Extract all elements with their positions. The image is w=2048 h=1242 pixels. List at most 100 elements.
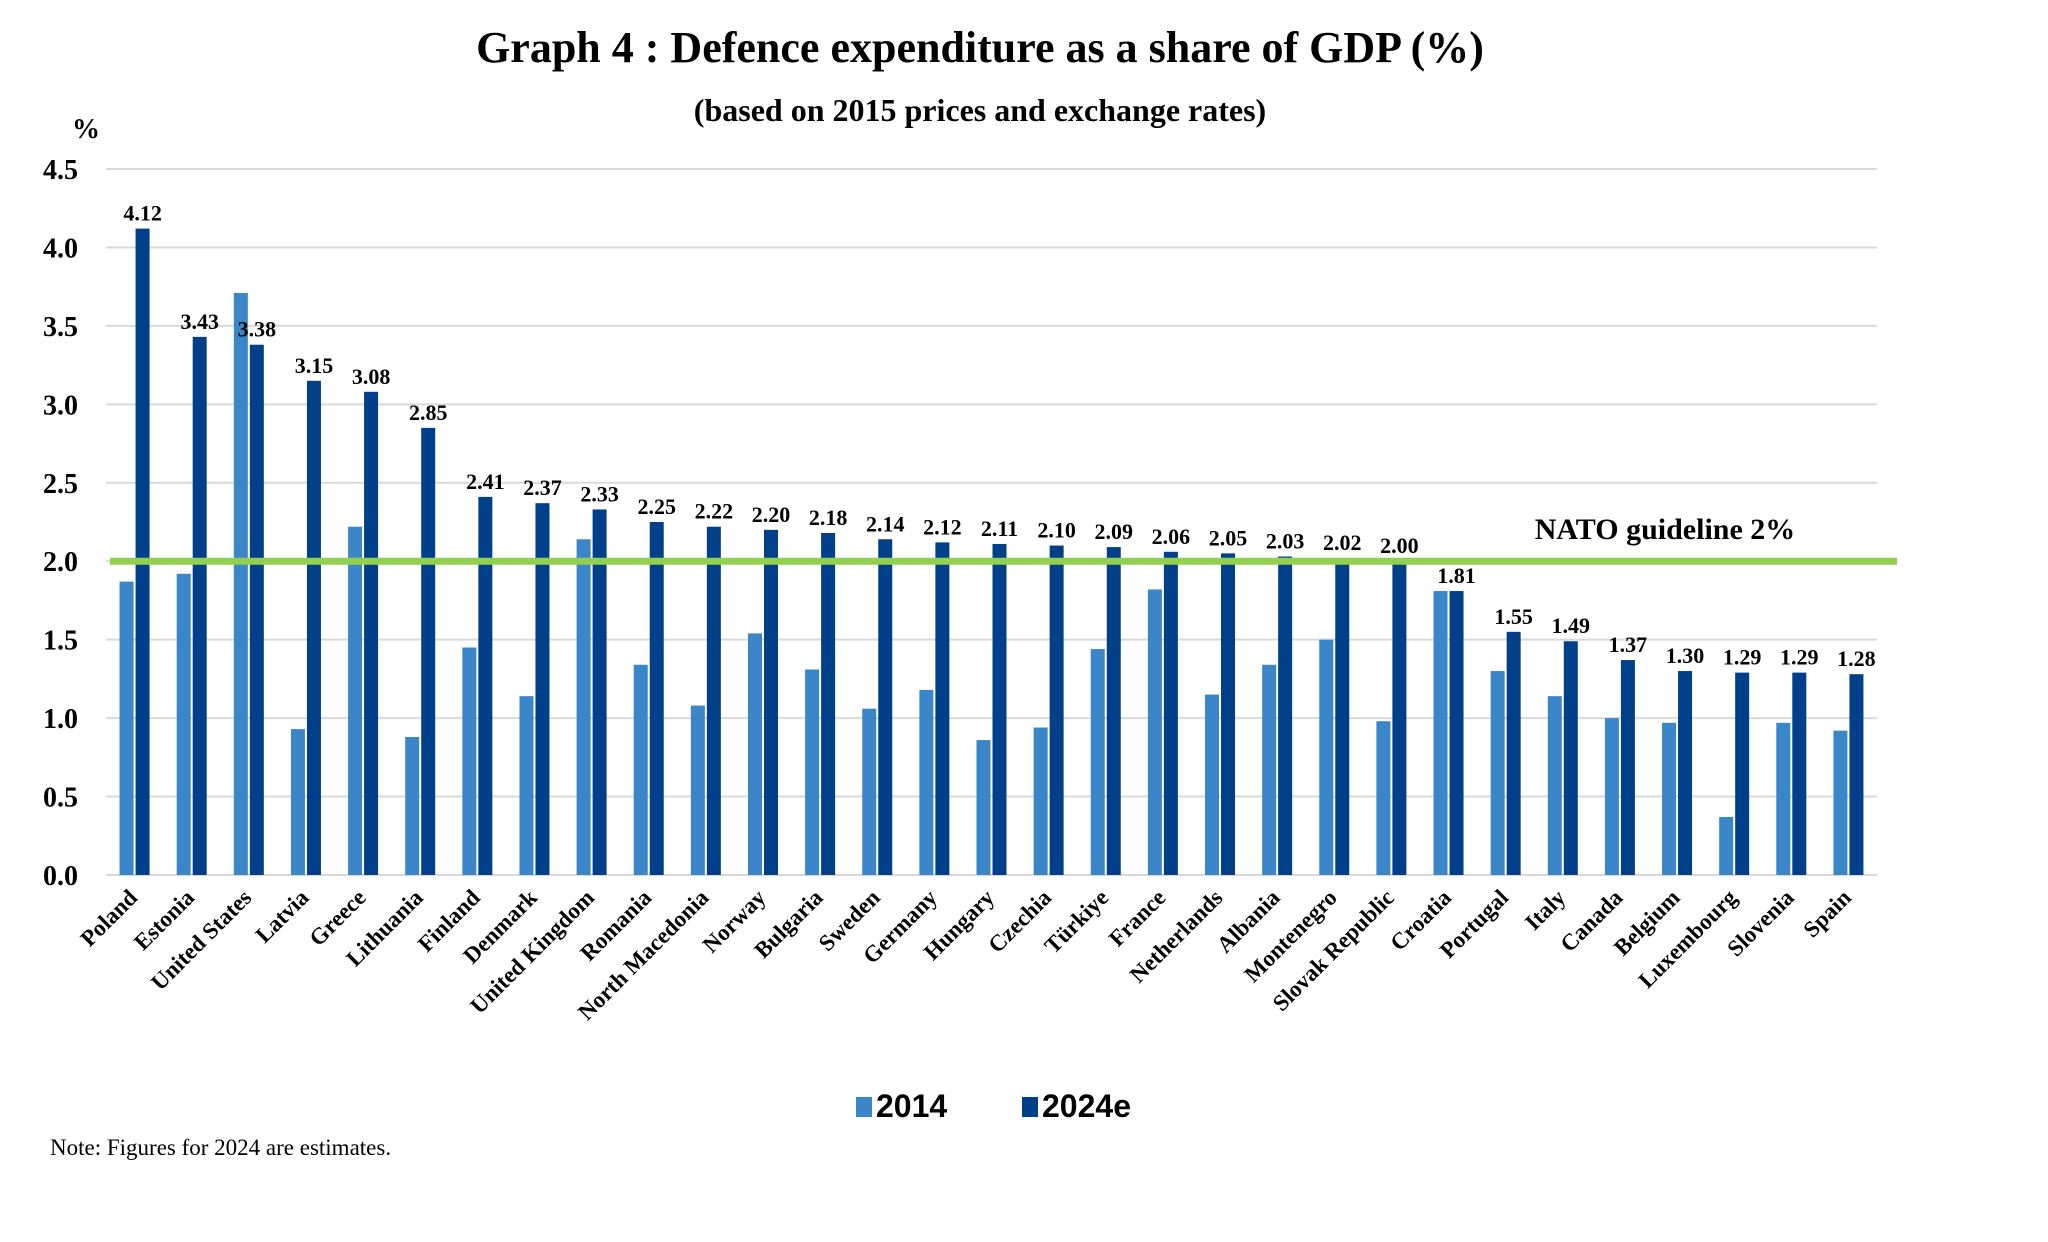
- bar-2024e-greece: [364, 391, 379, 875]
- bar-2014-luxembourg: [1719, 816, 1734, 875]
- data-label: 2.25: [637, 494, 676, 519]
- y-tick-label: 0.0: [43, 861, 78, 892]
- legend-item-2024e: 2024e: [1022, 1088, 1131, 1125]
- bar-2014-slovenia: [1776, 722, 1791, 875]
- y-tick-label: 4.5: [43, 155, 78, 186]
- y-tick-label: 1.0: [43, 704, 78, 735]
- data-label: 2.18: [809, 505, 848, 530]
- bar-2014-canada: [1604, 718, 1619, 875]
- nato-reference-line: NATO guideline 2%: [110, 513, 1897, 565]
- legend-item-2014: 2014: [856, 1088, 947, 1125]
- y-tick-label: 0.5: [43, 783, 78, 814]
- data-label: 1.28: [1837, 646, 1876, 671]
- bar-2014-bulgaria: [805, 669, 820, 875]
- bars: [119, 228, 1864, 876]
- bar-2024e-slovak-republic: [1392, 561, 1407, 875]
- bar-2024e-türkiye: [1106, 547, 1121, 875]
- bar-2014-denmark: [519, 696, 534, 875]
- bar-2014-finland: [462, 647, 477, 875]
- y-axis-ticks: 0.0 0.5 1.0 1.5 2.0 2.5 3.0 3.5 4.0 4.5: [43, 155, 78, 892]
- bar-2024e-norway: [763, 529, 778, 875]
- bar-2024e-france: [1163, 551, 1178, 875]
- bar-2014-romania: [633, 664, 648, 875]
- bar-2014-italy: [1547, 696, 1562, 875]
- bar-2014-norway: [747, 633, 762, 875]
- legend-label-2024e: 2024e: [1042, 1088, 1131, 1124]
- chart-title: Graph 4 : Defence expenditure as a share…: [476, 23, 1484, 72]
- bar-2024e-romania: [649, 522, 664, 875]
- x-tick-label: Spain: [1799, 885, 1857, 943]
- data-label: 2.22: [695, 499, 734, 524]
- data-label: 2.05: [1209, 525, 1248, 550]
- data-label: 2.09: [1095, 519, 1134, 544]
- bar-2024e-bulgaria: [821, 532, 836, 875]
- data-label: 2.33: [580, 481, 619, 506]
- bar-2024e-netherlands: [1221, 553, 1236, 875]
- bar-2024e-denmark: [535, 503, 550, 875]
- bar-2024e-italy: [1563, 641, 1578, 875]
- data-label: 4.12: [123, 201, 162, 226]
- data-label: 3.43: [180, 309, 219, 334]
- legend-swatch-2024e: [1022, 1096, 1038, 1117]
- x-tick-label: Türkiye: [1040, 885, 1114, 959]
- data-label: 1.55: [1494, 604, 1533, 629]
- bar-2024e-albania: [1278, 556, 1293, 875]
- data-label: 1.29: [1780, 645, 1819, 670]
- data-label: 3.08: [352, 364, 391, 389]
- data-label: 2.06: [1152, 524, 1191, 549]
- bar-2014-netherlands: [1205, 694, 1220, 875]
- y-axis-unit-label: %: [72, 114, 100, 145]
- data-label: 1.49: [1552, 613, 1591, 638]
- bar-2014-latvia: [290, 729, 305, 875]
- bar-2024e-spain: [1849, 674, 1864, 875]
- bar-2024e-croatia: [1449, 591, 1464, 875]
- bar-2024e-canada: [1620, 660, 1635, 875]
- bar-2024e-estonia: [192, 336, 207, 876]
- bar-2014-slovak-republic: [1376, 721, 1391, 875]
- bar-2014-spain: [1833, 730, 1848, 875]
- bar-2024e-north-macedonia: [706, 526, 721, 875]
- bar-2024e-lithuania: [421, 427, 436, 875]
- bar-2014-poland: [119, 581, 134, 875]
- chart-subtitle: (based on 2015 prices and exchange rates…: [693, 92, 1267, 128]
- x-tick-label: Italy: [1520, 885, 1571, 936]
- data-labels: 4.12 3.43 3.38 3.15 3.08 2.85 2.41 2.37 2.33 2.25…: [123, 201, 1875, 672]
- bar-2014-türkiye: [1090, 649, 1105, 875]
- bar-2024e-czechia: [1049, 545, 1064, 875]
- bar-2024e-united-states: [249, 344, 264, 875]
- y-tick-label: 4.0: [43, 233, 78, 264]
- data-label: 2.41: [466, 469, 505, 494]
- bar-2014-france: [1147, 589, 1162, 875]
- bar-2014-lithuania: [405, 736, 420, 875]
- bar-2024e-finland: [478, 496, 493, 875]
- bar-2024e-luxembourg: [1735, 672, 1750, 875]
- bar-2014-germany: [919, 689, 934, 875]
- bar-2024e-poland: [135, 228, 150, 875]
- data-label: 1.81: [1437, 563, 1476, 588]
- legend: 2014 2024e: [0, 1088, 2048, 1128]
- bar-2014-belgium: [1662, 722, 1677, 875]
- y-tick-label: 3.5: [43, 312, 78, 343]
- data-label: 2.10: [1037, 518, 1076, 543]
- bar-2014-greece: [348, 526, 363, 875]
- y-tick-label: 3.0: [43, 390, 78, 421]
- bar-2024e-germany: [935, 542, 950, 875]
- data-label: 1.30: [1666, 643, 1705, 668]
- bar-2014-czechia: [1033, 727, 1048, 875]
- bar-2024e-united-kingdom: [592, 509, 607, 875]
- data-label: 2.20: [752, 502, 791, 527]
- bar-2024e-montenegro: [1335, 558, 1350, 875]
- bar-2024e-sweden: [878, 539, 893, 875]
- bar-2024e-portugal: [1506, 631, 1521, 875]
- bar-2014-hungary: [976, 740, 991, 875]
- bar-2024e-hungary: [992, 543, 1007, 875]
- x-tick-label: Latvia: [251, 885, 314, 948]
- bar-2024e-slovenia: [1792, 672, 1807, 875]
- data-label: 2.37: [523, 475, 562, 500]
- bar-2014-portugal: [1490, 671, 1505, 875]
- data-label: 2.14: [866, 511, 905, 536]
- bar-2024e-belgium: [1678, 671, 1693, 875]
- legend-label-2014: 2014: [876, 1088, 948, 1124]
- data-label: 2.02: [1323, 530, 1362, 555]
